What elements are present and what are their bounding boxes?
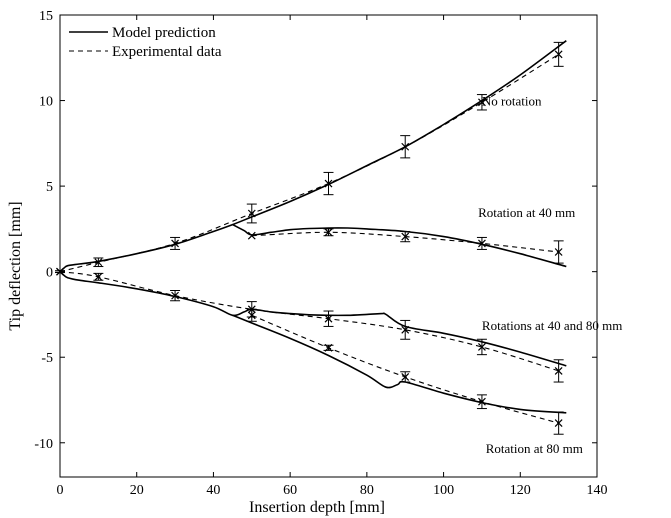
data-point-marker [478, 397, 486, 406]
y-tick-label: -10 [34, 437, 53, 452]
data-point-marker [324, 343, 333, 352]
annotation-no-rotation: No rotation [482, 94, 542, 109]
data-point-marker [401, 372, 410, 381]
x-tick-label: 0 [57, 483, 64, 498]
y-tick-label: -5 [41, 351, 53, 366]
data-point-marker [478, 98, 486, 107]
data-point-marker [554, 248, 563, 256]
data-point-marker [478, 343, 486, 351]
experimental-line-rotations-at-40-and-80-mm [59, 271, 559, 372]
data-point-marker [554, 50, 563, 59]
axis-ticks [59, 14, 598, 477]
data-point-marker [247, 231, 256, 240]
experimental-markers [55, 41, 564, 435]
annotation-rotation-at-40-mm: Rotation at 40 mm [478, 205, 575, 220]
data-point-marker [324, 314, 333, 323]
x-tick-label: 40 [206, 483, 220, 498]
x-axis-title: Insertion depth [mm] [249, 499, 385, 516]
annotations: No rotation Rotation at 40 mm Rotations at… [478, 94, 622, 456]
data-point-marker [171, 239, 179, 248]
model-line-no-rotation [59, 40, 567, 273]
data-point-marker [94, 258, 103, 267]
data-point-marker [56, 267, 64, 276]
annotation-rotations-at-40-and-80-mm: Rotations at 40 and 80 mm [482, 318, 622, 333]
data-point-marker [324, 179, 333, 188]
data-point-marker [554, 419, 563, 428]
experimental-line-no-rotation [59, 53, 559, 273]
data-point-marker [247, 311, 256, 320]
legend-model-label: Model prediction [112, 25, 216, 41]
tick-labels: 0 20 40 60 80 100 120 140 15 10 5 0 -5 -10 [34, 9, 607, 498]
y-axis-title: Tip deflection [mm] [7, 201, 24, 330]
y-tick-label: 15 [39, 9, 53, 24]
plot-border [59, 14, 598, 478]
x-tick-label: 20 [130, 483, 144, 498]
x-tick-label: 60 [283, 483, 297, 498]
legend: Model prediction Experimental data [69, 25, 222, 60]
data-point-marker [171, 291, 179, 300]
data-point-marker [554, 366, 563, 375]
data-point-marker [478, 239, 486, 248]
annotation-rotation-at-80-mm: Rotation at 80 mm [486, 441, 583, 456]
model-line-rotation-at-80-mm [232, 314, 567, 414]
data-point-marker [247, 209, 256, 218]
plot-frame [59, 14, 598, 478]
data-point-marker [94, 272, 103, 281]
model-line-rotation-at-40-mm [232, 223, 567, 268]
y-tick-label: 5 [46, 180, 53, 195]
data-point-marker [401, 232, 410, 241]
data-point-marker [324, 228, 333, 237]
y-tick-label: 10 [39, 95, 53, 110]
x-tick-label: 80 [360, 483, 374, 498]
legend-experimental-label: Experimental data [112, 44, 222, 60]
x-tick-label: 140 [587, 483, 608, 498]
x-tick-label: 120 [510, 483, 531, 498]
y-tick-label: 0 [46, 266, 53, 281]
data-point-marker [401, 142, 410, 151]
data-point-marker [401, 325, 410, 334]
x-tick-label: 100 [433, 483, 454, 498]
